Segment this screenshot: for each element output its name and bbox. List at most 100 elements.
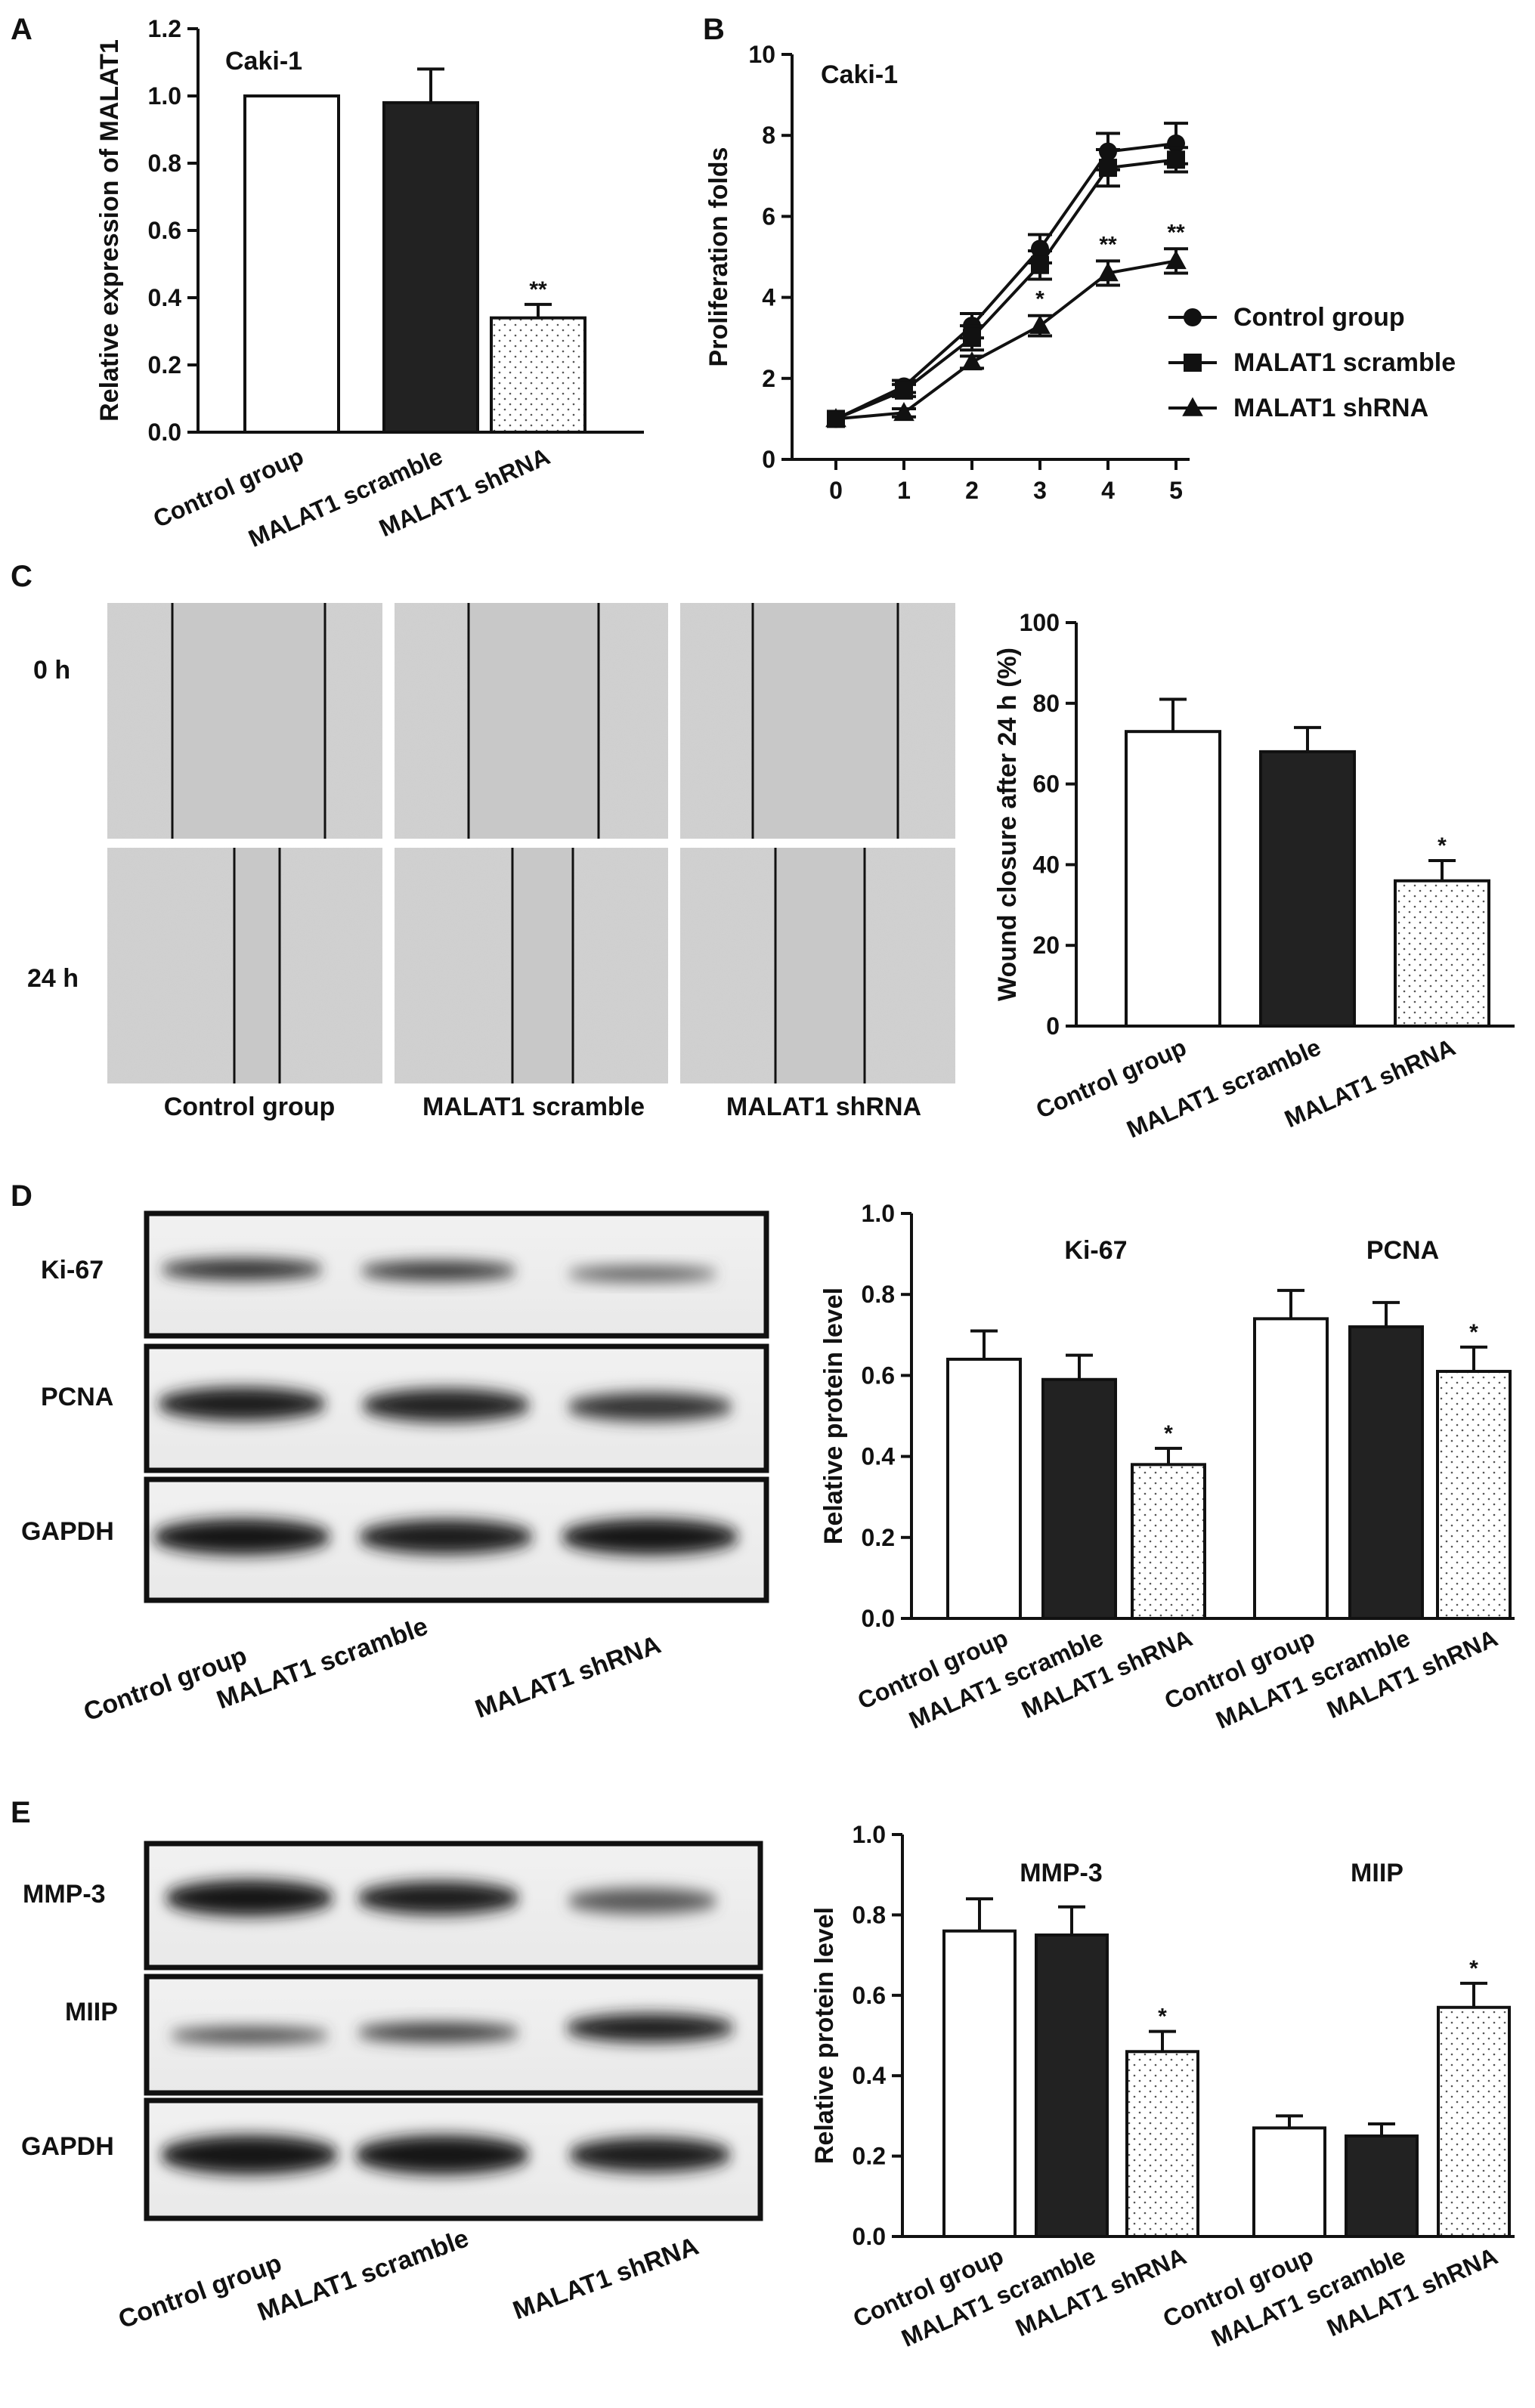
image-label-scramble: MALAT1 scramble <box>422 1093 645 1121</box>
y-tick-label: 1.0 <box>853 1821 886 1848</box>
y-tick-label: 0.0 <box>862 1605 895 1632</box>
bar-malat1-scramble <box>1041 1377 1117 1620</box>
chart-a: 0.0 0.2 0.4 0.6 0.8 1.0 1.2 Relative expression… <box>95 15 644 552</box>
y-tick-label: 0.6 <box>862 1362 895 1389</box>
y-axis-label: Relative protein level <box>810 1907 839 2164</box>
series-control-group <box>827 122 1188 428</box>
bar-control-group <box>243 94 340 434</box>
y-tick-label: 100 <box>1020 609 1060 636</box>
blot-label-ki67: Ki-67 <box>41 1256 104 1284</box>
y-axis-label: Wound closure after 24 h (%) <box>993 648 1022 1001</box>
group-label: MMP-3 <box>1020 1859 1103 1887</box>
lane-label-d-shrna: MALAT1 shRNA <box>472 1631 665 1724</box>
legend-label: MALAT1 scramble <box>1233 348 1456 377</box>
bar-malat1-scramble <box>1259 750 1356 1028</box>
y-tick-label: 0.0 <box>148 419 181 446</box>
bar-malat1-shrna <box>1131 1463 1206 1620</box>
y-tick-label: 0.6 <box>853 1982 886 2009</box>
significance-mark: * <box>1469 1320 1478 1345</box>
legend-marker <box>1182 397 1203 416</box>
legend-label: MALAT1 shRNA <box>1233 394 1428 422</box>
y-tick-label: 6 <box>762 202 775 230</box>
wound-image-scramble-24h <box>395 848 668 1083</box>
bar-control-group <box>1252 2126 1326 2239</box>
image-label-shrna: MALAT1 shRNA <box>726 1093 921 1121</box>
y-tick-label: 0 <box>762 446 775 473</box>
y-tick-label: 4 <box>762 284 775 311</box>
y-tick-label: 0.2 <box>148 351 181 379</box>
bar-malat1-shrna <box>1394 879 1490 1028</box>
y-tick-label: 0.4 <box>853 2062 887 2089</box>
wound-healing-images: 0 h 24 h <box>27 603 955 1121</box>
series-malat1-scramble <box>827 146 1188 428</box>
western-blot-d: Ki-67 PCNA GAPDH Control group MALAT1 sc… <box>21 1210 769 1727</box>
blot-strip-pcna <box>144 1343 769 1473</box>
bar-control-group <box>946 1357 1022 1620</box>
blot-label-gapdh-e: GAPDH <box>21 2132 114 2161</box>
legend: Control group MALAT1 scramble MALAT1 shRNA <box>1168 303 1456 422</box>
x-tick-label: 5 <box>1169 477 1183 504</box>
x-tick-label: 2 <box>965 477 979 504</box>
y-tick-label: 0.4 <box>862 1443 896 1470</box>
bar-malat1-shrna <box>490 316 586 434</box>
chart-a-annotation: Caki-1 <box>225 47 302 76</box>
panel-label-b: B <box>703 13 725 46</box>
y-axis-label: Proliferation folds <box>704 147 733 367</box>
y-tick-label: 60 <box>1032 771 1060 798</box>
y-tick-label: 1.0 <box>862 1200 895 1227</box>
y-tick-label: 80 <box>1032 690 1060 717</box>
data-point <box>1031 240 1049 258</box>
y-tick-label: 0.2 <box>862 1524 895 1551</box>
y-axis-label: Relative expression of MALAT1 <box>95 39 124 422</box>
panel-label-e: E <box>11 1796 31 1829</box>
y-tick-label: 0.8 <box>853 1901 886 1928</box>
panel-label-c: C <box>11 560 32 593</box>
data-point <box>1031 255 1049 274</box>
significance-mark: * <box>1164 1421 1173 1446</box>
x-tick-label: 0 <box>829 477 843 504</box>
significance-mark: * <box>1158 2005 1167 2029</box>
y-tick-label: 1.2 <box>148 15 181 42</box>
bar-malat1-scramble <box>1035 1934 1109 2238</box>
y-tick-label: 0.2 <box>853 2143 886 2170</box>
x-tick-label: 1 <box>897 477 911 504</box>
wound-image-control-24h <box>107 848 382 1083</box>
group-label: PCNA <box>1366 1236 1439 1265</box>
blot-label-gapdh-d: GAPDH <box>21 1517 114 1546</box>
chart-b-annotation: Caki-1 <box>821 60 898 89</box>
bar-malat1-scramble <box>1345 2134 1419 2238</box>
bar-malat1-shrna <box>1436 1370 1512 1621</box>
x-tick-label: 3 <box>1033 477 1047 504</box>
y-tick-label: 1.0 <box>148 82 181 110</box>
bar-malat1-scramble <box>1348 1325 1424 1620</box>
panel-label-d: D <box>11 1179 32 1213</box>
y-tick-label: 0.8 <box>862 1281 895 1308</box>
data-point <box>963 329 981 348</box>
lane-label-e-scramble: MALAT1 scramble <box>254 2224 472 2326</box>
bar-malat1-shrna <box>1437 2005 1511 2238</box>
data-point <box>1099 159 1117 178</box>
significance-mark: ** <box>529 277 547 302</box>
blot-strip-mmp3 <box>144 1841 763 1971</box>
y-tick-label: 10 <box>748 41 775 68</box>
bar-malat1-scramble <box>382 100 479 434</box>
data-point <box>825 408 846 428</box>
blot-label-miip: MIIP <box>65 1998 118 2026</box>
x-tick-label: 4 <box>1101 477 1115 504</box>
data-point <box>1165 249 1187 270</box>
data-point <box>895 381 913 400</box>
western-blot-e: MMP-3 MIIP GAPDH Control group MALAT1 sc… <box>21 1841 763 2335</box>
blot-strip-gapdh-e <box>144 2097 763 2221</box>
blot-label-pcna: PCNA <box>41 1383 113 1411</box>
bar-control-group <box>1253 1317 1329 1620</box>
legend-marker <box>1184 308 1202 326</box>
bar-malat1-shrna <box>1125 2050 1199 2239</box>
series-line <box>835 141 1177 421</box>
significance-mark: ** <box>1099 232 1117 257</box>
blot-strip-miip <box>144 1974 763 2096</box>
blot-strip-gapdh-d <box>144 1476 769 1603</box>
wound-image-scramble-0h <box>395 603 668 839</box>
chart-d: 0.0 0.2 0.4 0.6 0.8 1.0 Relative protein level… <box>819 1200 1515 1734</box>
significance-mark: * <box>1438 833 1447 858</box>
